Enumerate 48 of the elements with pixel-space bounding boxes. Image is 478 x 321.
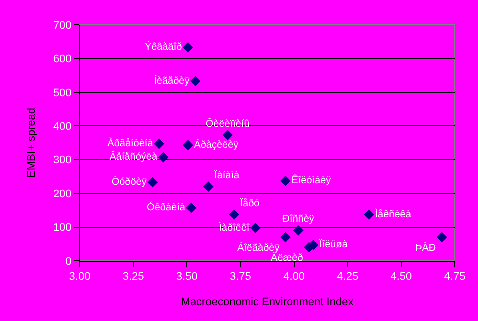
data-label: Ïàíàìà (214, 169, 240, 182)
y-tick-label: 100 (53, 222, 72, 234)
data-label: Óêðàèíà (147, 202, 186, 214)
x-tick-label: 3.75 (230, 271, 252, 284)
data-label: Ìåêñèêà (375, 208, 412, 220)
point (183, 42, 194, 53)
point (190, 76, 201, 86)
y-axis-title: EMBI+ spread (26, 108, 38, 178)
x-tick-label: 4.25 (337, 271, 359, 284)
point (183, 140, 194, 151)
x-tick-label: 4.75 (444, 271, 466, 284)
data-label: Àðãåíòèíà (108, 138, 154, 150)
y-tick-label: 500 (53, 87, 72, 100)
data-label: ÞÀÐ (416, 242, 436, 254)
data-label: Íèãåðèÿ (154, 74, 190, 87)
point (280, 232, 291, 243)
data-label: Ðîññèÿ (282, 214, 314, 226)
point (158, 152, 169, 163)
data-label: Òóðöèÿ (112, 176, 147, 188)
y-tick-label: 400 (53, 120, 72, 133)
y-tick-label: 300 (53, 154, 72, 167)
data-label: Ïîëüøà (320, 238, 348, 251)
y-tick-label: 200 (53, 188, 72, 200)
point (203, 182, 214, 192)
y-tick-label: 0 (66, 256, 72, 268)
x-axis-title: Macroeconomic Environment Index (181, 296, 354, 308)
data-label: Ïåðó (240, 197, 260, 210)
point (280, 176, 291, 186)
point (436, 232, 448, 243)
x-tick-label: 3.00 (69, 271, 91, 284)
y-tick-label: 700 (53, 20, 72, 32)
point (154, 138, 164, 150)
data-label: Ýêâàäîð (144, 41, 183, 54)
y-tick-label: 600 (53, 54, 72, 66)
point (229, 210, 240, 220)
data-label: Àëæèð (271, 252, 304, 264)
x-tick-label: 4.50 (390, 271, 412, 284)
point (293, 225, 304, 236)
x-tick-label: 3.25 (122, 271, 144, 284)
point (250, 223, 261, 234)
x-tick-label: 4.00 (284, 271, 305, 284)
point (364, 210, 374, 220)
data-label: Êîëóìáèÿ (292, 174, 332, 187)
x-tick-label: 3.50 (176, 271, 198, 284)
point (148, 177, 158, 188)
data-label: Áîëãàðèÿ (237, 242, 280, 254)
data-label: Áðàçèëèÿ (194, 138, 239, 151)
point (186, 202, 197, 214)
